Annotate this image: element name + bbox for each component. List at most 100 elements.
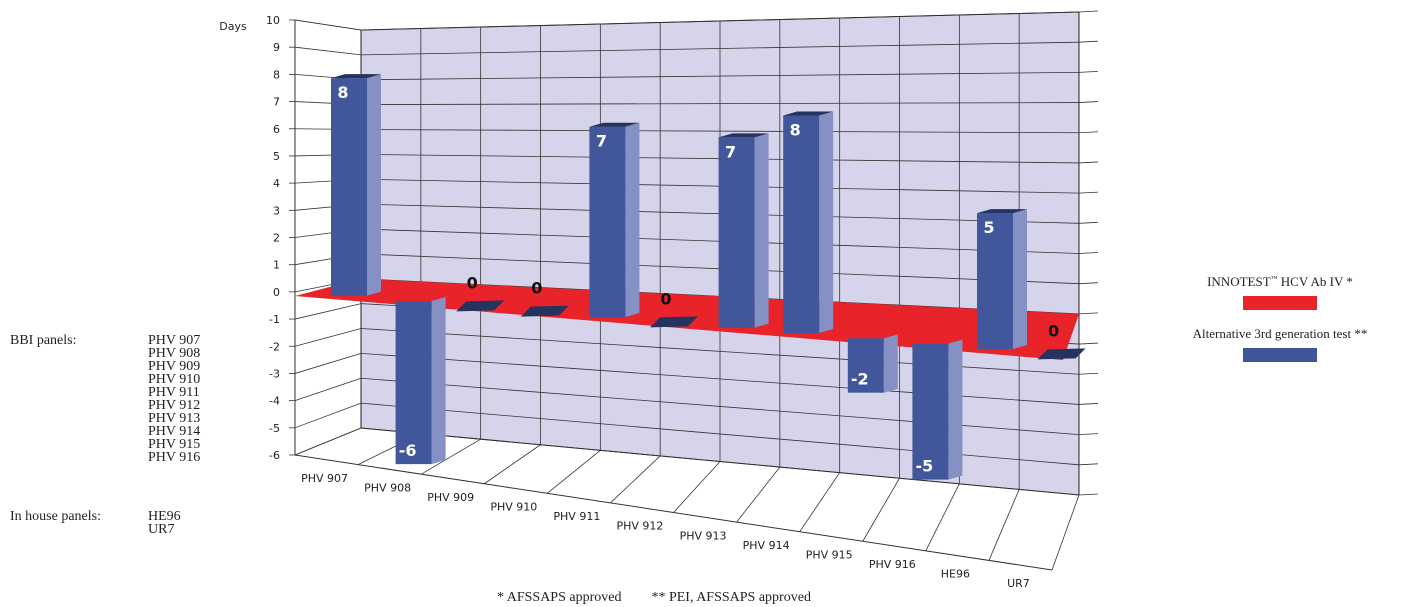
gridline-horizontal [360,71,1080,81]
bbi-panel-item: PHV 913 [148,411,201,426]
alternative-bar-side [1013,209,1027,349]
gridline-side [294,328,362,347]
gridline-extension [1078,161,1099,164]
x-tick-label: UR7 [1007,577,1030,590]
x-tick-label: HE96 [941,568,970,581]
bbi-panel-item: PHV 914 [148,424,201,439]
x-tick-label: PHV 908 [364,481,411,494]
data-label: 0 [467,273,478,292]
x-tick-label: PHV 907 [301,472,348,485]
alternative-bar-flat [650,316,698,328]
y-tick-label: 4 [273,177,280,190]
bbi-panels-label: BBI panels: [10,333,77,348]
alternative-bar [589,126,626,317]
y-tick-label: 10 [266,14,280,27]
alternative-bar-top [783,111,834,116]
alternative-bar [977,213,1013,349]
gridline-extension [1078,342,1099,345]
y-tick-label: -1 [269,313,280,326]
gridline-horizontal [360,129,1080,134]
data-label: 0 [1048,321,1059,340]
y-tick-label: 5 [273,150,280,163]
data-label: 5 [983,218,994,237]
gridline-horizontal [360,11,1080,31]
alternative-bar-side [431,297,446,465]
alternative-bar-side [819,111,834,333]
y-tick-label: 0 [273,286,280,299]
gridline-extension [1078,463,1099,466]
gridline-extension [1078,252,1099,254]
legend-innotest: INNOTEST™ HCV Ab IV * [1150,274,1401,310]
bbi-panel-item: PHV 910 [148,372,201,387]
gridline-side [294,352,362,374]
floor-depth-line [420,438,481,475]
gridline-horizontal [360,102,1080,106]
data-label: 0 [531,279,542,298]
alternative-bar-flat [1037,348,1086,360]
legend-alternative-label: Alternative 3rd generation test ** [1192,326,1368,341]
y-tick-label: 2 [273,232,280,245]
alternative-bar-side [367,74,381,296]
y-tick-label: 1 [273,259,280,272]
y-tick-label: -3 [269,367,280,380]
data-label: 8 [337,83,348,102]
legend-alternative: Alternative 3rd generation test ** [1150,326,1401,362]
alternative-bar [395,301,432,465]
alternative-bar-flat [456,300,505,312]
y-tick-label: -6 [269,449,280,462]
footnotes: * AFSSAPS approved ** PEI, AFSSAPS approv… [497,590,811,606]
bbi-panel-item: PHV 915 [148,437,201,452]
x-tick-label: PHV 909 [427,491,474,504]
gridline-side [294,377,362,402]
floor-depth-line [1051,494,1080,571]
gridline-extension [1078,433,1099,436]
y-tick-label: 8 [273,68,280,81]
x-tick-label: PHV 912 [616,520,663,533]
gridline-extension [1078,403,1099,405]
floor-depth-line [547,450,601,494]
y-tick-label: -4 [269,395,280,408]
y-tick-label: -5 [269,422,280,435]
data-label: 7 [596,132,607,151]
gridline-extension [1078,282,1099,285]
alternative-bar-side [883,334,898,393]
floor-depth-line [988,489,1020,561]
alternative-bar-side [625,122,640,317]
y-tick-label: 3 [273,204,280,217]
gridline-side [294,46,362,56]
y-tick-label: 6 [273,123,280,136]
data-label: 7 [725,142,736,161]
x-tick-label: PHV 916 [869,558,916,571]
bbi-panels-list: PHV 907 PHV 908 PHV 909 PHV 910 PHV 911 PHV 9… [148,334,201,465]
inhouse-panels-list: HE96 UR7 [148,510,181,537]
y-tick-label: 7 [273,96,280,109]
alternative-bar-top [718,133,769,138]
alternative-bar-top [331,74,381,79]
gridline-extension [1078,312,1099,315]
inhouse-panel-item: UR7 [148,522,175,537]
alternative-bar-flat [520,305,569,317]
alternative-bar [912,343,949,480]
bbi-panel-item: PHV 912 [148,398,201,413]
gridline-side [294,402,362,429]
floor-depth-line [925,483,960,552]
gridline-extension [1078,493,1099,496]
legend-alternative-swatch [1243,348,1317,362]
gridline-horizontal [360,41,1080,56]
floor-depth-line [294,427,362,456]
bbi-panel-item: PHV 908 [148,346,201,361]
y-tick-label: 9 [273,41,280,54]
floor-depth-line [862,478,900,542]
legend-innotest-label: INNOTEST™ HCV Ab IV * [1207,274,1353,289]
bbi-panel-item: PHV 909 [148,359,201,374]
inhouse-panels-label: In house panels: [10,509,101,524]
gridline-extension [1078,40,1099,43]
data-label: -6 [399,441,417,460]
floor-depth-line [610,455,661,504]
x-tick-label: PHV 914 [743,539,790,552]
legend-innotest-swatch [1243,296,1317,310]
alternative-bar [847,338,884,393]
floor-depth-line [736,466,781,523]
alternative-bar [331,78,367,296]
